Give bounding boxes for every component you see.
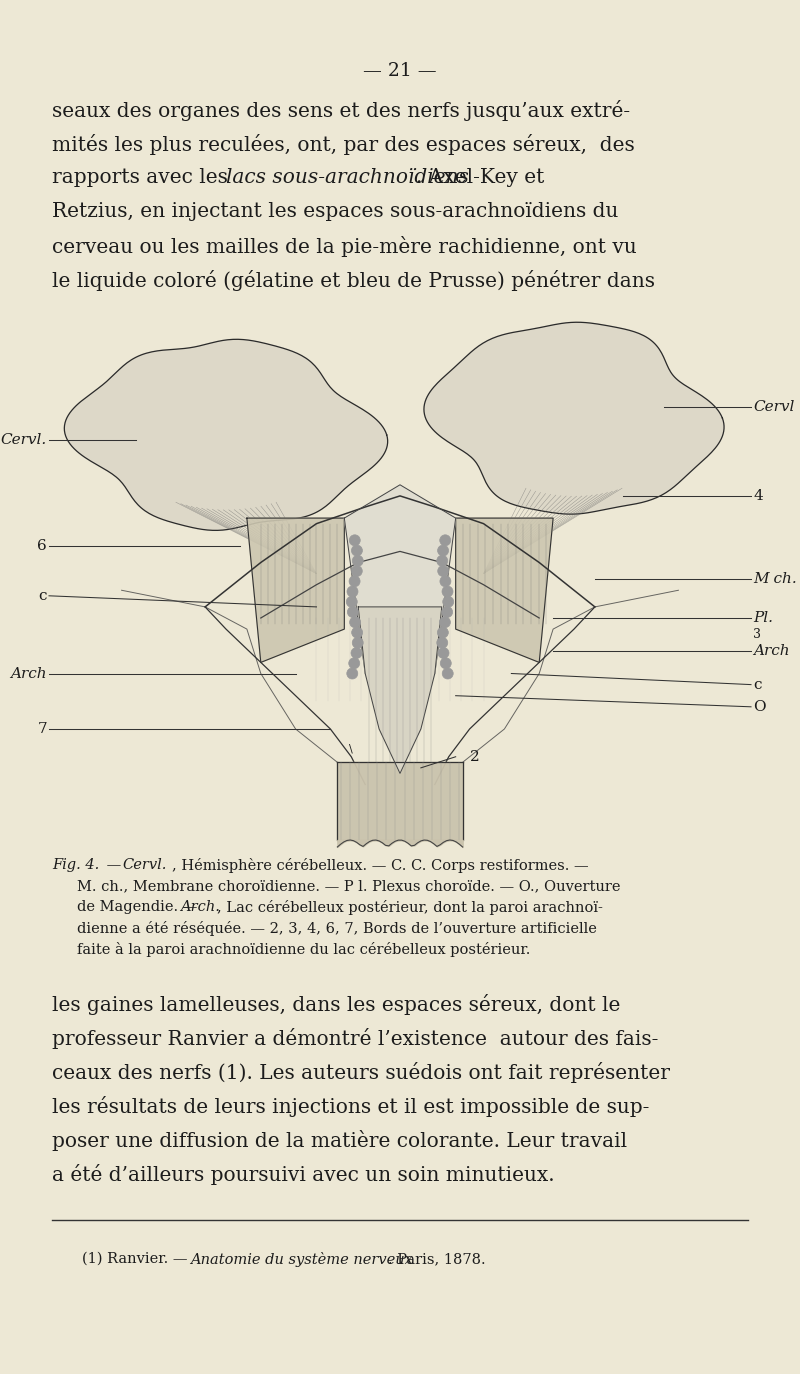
Text: 3: 3	[753, 628, 761, 642]
Circle shape	[347, 606, 358, 617]
Text: c: c	[753, 677, 762, 691]
Text: Cervl.: Cervl.	[1, 433, 47, 448]
Text: a été d’ailleurs poursuivi avec un soin minutieux.: a été d’ailleurs poursuivi avec un soin …	[52, 1164, 554, 1184]
Text: . Paris, 1878.: . Paris, 1878.	[388, 1252, 486, 1265]
Text: Cervl: Cervl	[753, 400, 794, 414]
Text: (1) Ranvier. —: (1) Ranvier. —	[82, 1252, 192, 1265]
Circle shape	[351, 647, 362, 658]
Text: O: O	[753, 699, 766, 714]
Circle shape	[350, 534, 360, 545]
Text: . Axel-Key et: . Axel-Key et	[416, 168, 544, 187]
Text: M ch.: M ch.	[753, 572, 797, 587]
Circle shape	[438, 627, 448, 638]
Text: 6: 6	[38, 539, 47, 552]
Circle shape	[352, 555, 363, 566]
Text: rapports avec les: rapports avec les	[52, 168, 234, 187]
Text: —: —	[102, 857, 126, 872]
Circle shape	[442, 596, 454, 607]
Circle shape	[437, 638, 448, 649]
Text: , Lac cérébelleux postérieur, dont la paroi arachnoï-: , Lac cérébelleux postérieur, dont la pa…	[217, 900, 603, 915]
Circle shape	[437, 555, 448, 566]
Text: 2: 2	[470, 750, 479, 764]
Circle shape	[351, 545, 362, 556]
Circle shape	[350, 617, 361, 628]
Text: M. ch., Membrane choroïdienne. — P l. Plexus choroïde. — O., Ouverture: M. ch., Membrane choroïdienne. — P l. Pl…	[77, 879, 621, 893]
Circle shape	[442, 587, 453, 598]
Text: de Magendie. —: de Magendie. —	[77, 900, 202, 914]
Text: seaux des organes des sens et des nerfs jusqu’aux extré-: seaux des organes des sens et des nerfs …	[52, 100, 630, 121]
Text: professeur Ranvier a démontré l’existence  autour des fais-: professeur Ranvier a démontré l’existenc…	[52, 1028, 658, 1048]
Polygon shape	[344, 485, 456, 741]
Circle shape	[440, 658, 451, 669]
Text: — 21 —: — 21 —	[363, 62, 437, 80]
Text: Arch: Arch	[10, 666, 47, 680]
Circle shape	[349, 658, 360, 669]
Circle shape	[438, 566, 449, 577]
Text: 4: 4	[753, 489, 762, 503]
Polygon shape	[456, 518, 553, 662]
Polygon shape	[358, 607, 442, 774]
Text: Arch.: Arch.	[180, 900, 220, 914]
Circle shape	[349, 576, 360, 587]
Text: le liquide coloré (gélatine et bleu de Prusse) pénétrer dans: le liquide coloré (gélatine et bleu de P…	[52, 271, 655, 291]
Text: , Hémisphère cérébelleux. — C. C. Corps restiformes. —: , Hémisphère cérébelleux. — C. C. Corps …	[172, 857, 589, 872]
Text: lacs sous-arachnoïdiens: lacs sous-arachnoïdiens	[226, 168, 469, 187]
Text: Pl.: Pl.	[753, 611, 773, 625]
Polygon shape	[424, 323, 724, 514]
Text: mités les plus reculées, ont, par des espaces séreux,  des: mités les plus reculées, ont, par des es…	[52, 135, 634, 155]
Text: Fig. 4.: Fig. 4.	[52, 857, 99, 872]
Circle shape	[346, 668, 358, 679]
Text: faite à la paroi arachnoïdienne du lac cérébelleux postérieur.: faite à la paroi arachnoïdienne du lac c…	[77, 943, 530, 958]
Text: les résultats de leurs injections et il est impossible de sup-: les résultats de leurs injections et il …	[52, 1096, 650, 1117]
Text: cerveau ou les mailles de la pie-mère rachidienne, ont vu: cerveau ou les mailles de la pie-mère ra…	[52, 236, 637, 257]
Circle shape	[442, 668, 454, 679]
Circle shape	[352, 638, 363, 649]
Text: Arch: Arch	[753, 644, 790, 658]
Circle shape	[346, 596, 358, 607]
Circle shape	[347, 587, 358, 598]
Circle shape	[438, 647, 449, 658]
Circle shape	[352, 627, 362, 638]
Text: Cervl.: Cervl.	[122, 857, 166, 872]
Text: les gaines lamelleuses, dans les espaces séreux, dont le: les gaines lamelleuses, dans les espaces…	[52, 993, 620, 1015]
Circle shape	[439, 617, 450, 628]
Circle shape	[438, 545, 449, 556]
Polygon shape	[338, 763, 462, 840]
Polygon shape	[64, 339, 388, 530]
Text: 7: 7	[38, 721, 47, 736]
Circle shape	[442, 606, 453, 617]
Text: Retzius, en injectant les espaces sous-arachnoïdiens du: Retzius, en injectant les espaces sous-a…	[52, 202, 618, 221]
Text: Anatomie du système nerveux: Anatomie du système nerveux	[190, 1252, 413, 1267]
Circle shape	[351, 566, 362, 577]
Text: ceaux des nerfs (1). Les auteurs suédois ont fait représenter: ceaux des nerfs (1). Les auteurs suédois…	[52, 1062, 670, 1083]
Circle shape	[440, 534, 450, 545]
Circle shape	[440, 576, 451, 587]
Text: c: c	[38, 589, 47, 603]
Polygon shape	[247, 518, 344, 662]
Text: dienne a été réséquée. — 2, 3, 4, 6, 7, Bords de l’ouverture artificielle: dienne a été réséquée. — 2, 3, 4, 6, 7, …	[77, 921, 597, 936]
Text: \: \	[350, 743, 353, 753]
Text: poser une diffusion de la matière colorante. Leur travail: poser une diffusion de la matière colora…	[52, 1129, 627, 1151]
